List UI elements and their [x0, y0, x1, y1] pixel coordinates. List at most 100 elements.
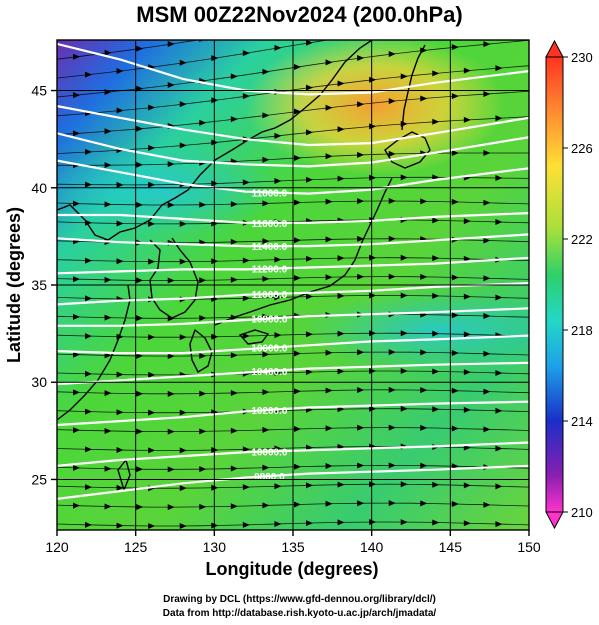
wind-arrowhead — [73, 53, 80, 60]
wind-arrowhead — [306, 255, 313, 262]
wind-arrowhead — [420, 349, 428, 356]
wind-arrowhead — [294, 501, 301, 508]
wind-arrowhead — [294, 154, 301, 161]
wind-arrowhead — [294, 463, 301, 470]
wind-arrowhead — [357, 9, 364, 15]
wind-arrowhead — [274, 178, 282, 185]
wind-arrowhead — [116, 522, 124, 529]
wind-arrowhead — [306, 40, 313, 46]
x-tick-label: 140 — [360, 539, 384, 555]
wind-arrowhead — [463, 255, 471, 262]
y-tick-label: 35 — [31, 277, 47, 293]
wind-arrowhead — [325, 462, 333, 469]
wind-arrowhead — [116, 68, 124, 75]
y-axis-label: Latitude (degrees) — [4, 207, 24, 363]
wind-arrowhead — [73, 502, 80, 509]
wind-arrowhead — [451, 349, 459, 356]
wind-arrowhead — [136, 390, 144, 397]
wind-arrowhead — [242, 179, 250, 186]
wind-arrowhead — [400, 330, 408, 337]
wind-arrowhead — [294, 426, 301, 433]
wind-arrowhead — [369, 481, 377, 488]
wind-arrowhead — [274, 445, 282, 452]
wind-arrowhead — [337, 80, 345, 87]
contour-label: 10200.0 — [251, 406, 288, 417]
wind-arrowhead — [116, 447, 124, 454]
x-tick-label: 135 — [281, 539, 305, 555]
wind-arrowhead — [85, 484, 92, 491]
wind-arrowhead — [242, 484, 250, 491]
coastline-taiwan — [117, 458, 131, 493]
colorbar-tick-label: 230 — [571, 50, 593, 65]
map-title: MSM 00Z22Nov2024 (200.0hPa) — [136, 2, 463, 27]
wind-arrowhead — [432, 118, 440, 125]
wind-arrowhead — [242, 521, 250, 528]
wind-arrowhead — [388, 386, 396, 393]
wind-arrowhead — [306, 520, 313, 527]
wind-arrowhead — [388, 98, 396, 105]
wind-arrowhead — [400, 519, 408, 526]
wind-arrowhead — [495, 445, 503, 452]
wind-arrowhead — [148, 258, 156, 265]
wind-arrowhead — [148, 371, 156, 378]
wind-arrowhead — [179, 220, 187, 227]
wind-arrowhead — [337, 126, 345, 133]
wind-arrowhead — [420, 273, 428, 280]
wind-arrowhead — [262, 200, 270, 207]
wind-arrowhead — [463, 369, 471, 376]
wind-arrowhead — [104, 314, 112, 321]
wind-arrowhead — [420, 95, 428, 102]
contour-label: 10600.0 — [251, 344, 288, 355]
wind-arrowhead — [179, 447, 187, 454]
wind-arrowhead — [483, 426, 491, 433]
wind-arrowhead — [230, 352, 238, 359]
contour-label: 11200.0 — [252, 265, 288, 276]
wind-arrowhead — [357, 101, 365, 108]
wind-arrowhead — [167, 161, 175, 168]
wind-arrowhead — [388, 462, 396, 469]
wind-arrowhead — [179, 334, 187, 341]
wind-arrowhead — [242, 93, 250, 100]
wind-arrowhead — [451, 387, 459, 394]
wind-arrowhead — [104, 49, 112, 56]
wind-arrowhead — [432, 368, 440, 375]
wind-arrowhead — [388, 50, 396, 57]
wind-arrowhead — [116, 484, 124, 491]
wind-arrowhead — [432, 292, 440, 299]
wind-arrowhead — [337, 175, 345, 182]
wind-arrowhead — [388, 424, 396, 431]
wind-arrowhead — [179, 101, 187, 108]
wind-arrowhead — [104, 162, 112, 169]
x-tick-label: 130 — [203, 539, 227, 555]
wind-arrowhead — [73, 276, 80, 283]
colorbar-tick-label: 210 — [571, 505, 593, 520]
wind-arrowhead — [179, 522, 187, 529]
wind-arrowhead — [357, 424, 365, 431]
wind-arrowhead — [451, 274, 459, 281]
height-contours: 11800.0 11600.0 11400.0 11200.0 11000.0 10800… — [57, 42, 529, 500]
wind-arrowhead — [274, 44, 282, 51]
wind-arrowhead — [136, 277, 144, 284]
wind-arrowhead — [167, 466, 175, 473]
wind-arrowhead — [451, 312, 459, 319]
wind-arrowhead — [357, 273, 365, 280]
contour-label: 9800.0 — [254, 472, 285, 483]
wind-arrowhead — [325, 425, 333, 432]
wind-arrowhead — [400, 405, 408, 412]
wind-arrowhead — [483, 388, 491, 395]
colorbar: 230 226 222 218 214 210 — [545, 39, 593, 530]
wind-arrowhead — [325, 274, 333, 281]
wind-arrowhead — [294, 19, 301, 25]
wind-arrowhead — [85, 148, 92, 155]
wind-arrowhead — [274, 256, 282, 263]
wind-arrowhead — [148, 181, 156, 188]
wind-arrowhead — [230, 73, 238, 80]
warm-region — [245, 40, 505, 175]
wind-arrowhead — [104, 128, 112, 135]
colorbar-upper-arrow — [545, 39, 564, 58]
wind-arrowhead — [148, 522, 156, 529]
contour-label: 10000.0 — [251, 447, 288, 458]
wind-arrowhead — [262, 464, 270, 471]
wind-arrowhead — [400, 292, 408, 299]
wind-arrowhead — [73, 351, 80, 358]
